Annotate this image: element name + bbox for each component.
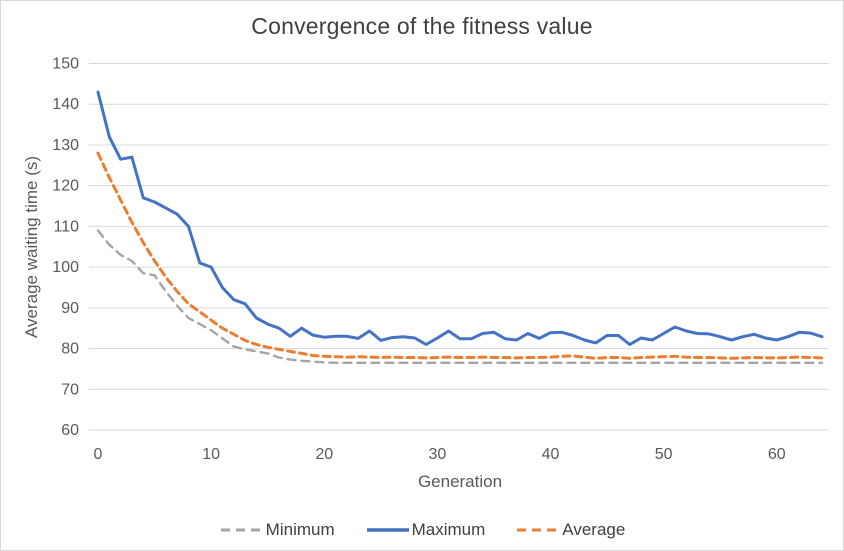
y-tick-label-130: 130 bbox=[52, 137, 79, 154]
y-tick-label-150: 150 bbox=[52, 56, 79, 73]
x-tick-label-60: 60 bbox=[768, 446, 786, 463]
y-tick-label-120: 120 bbox=[52, 178, 79, 195]
y-tick-label-70: 70 bbox=[61, 381, 79, 398]
average-line-swatch bbox=[517, 528, 560, 532]
y-tick-label-140: 140 bbox=[52, 96, 79, 113]
legend-item-minimum: Minimum bbox=[219, 520, 335, 540]
legend-label-minimum: Minimum bbox=[265, 520, 335, 539]
legend-item-maximum: Maximum bbox=[365, 520, 486, 540]
y-tick-label-80: 80 bbox=[61, 341, 79, 358]
minimum-line-swatch bbox=[220, 528, 263, 532]
series-line-maximum bbox=[96, 90, 824, 346]
x-tick-label-10: 10 bbox=[202, 446, 220, 463]
x-axis-title: Generation bbox=[417, 472, 503, 491]
y-tick-label-110: 110 bbox=[53, 218, 79, 235]
y-tick-label-90: 90 bbox=[61, 300, 79, 317]
legend-label-average: Average bbox=[562, 520, 626, 539]
y-tick-label-60: 60 bbox=[61, 422, 79, 439]
x-tick-label-40: 40 bbox=[542, 446, 560, 463]
maximum-line-swatch bbox=[366, 528, 409, 532]
x-tick-label-30: 30 bbox=[428, 446, 446, 463]
legend-item-average: Average bbox=[515, 520, 625, 540]
x-tick-label-50: 50 bbox=[655, 446, 673, 463]
x-tick-label-0: 0 bbox=[94, 446, 103, 463]
series-line-average bbox=[96, 151, 824, 360]
chart-legend: Minimum Maximum Average bbox=[1, 520, 843, 540]
legend-label-maximum: Maximum bbox=[411, 520, 486, 539]
x-tick-label-20: 20 bbox=[315, 446, 333, 463]
series-line-minimum bbox=[96, 229, 824, 364]
chart-title: Convergence of the fitness value bbox=[251, 13, 593, 39]
y-tick-label-100: 100 bbox=[52, 259, 79, 276]
